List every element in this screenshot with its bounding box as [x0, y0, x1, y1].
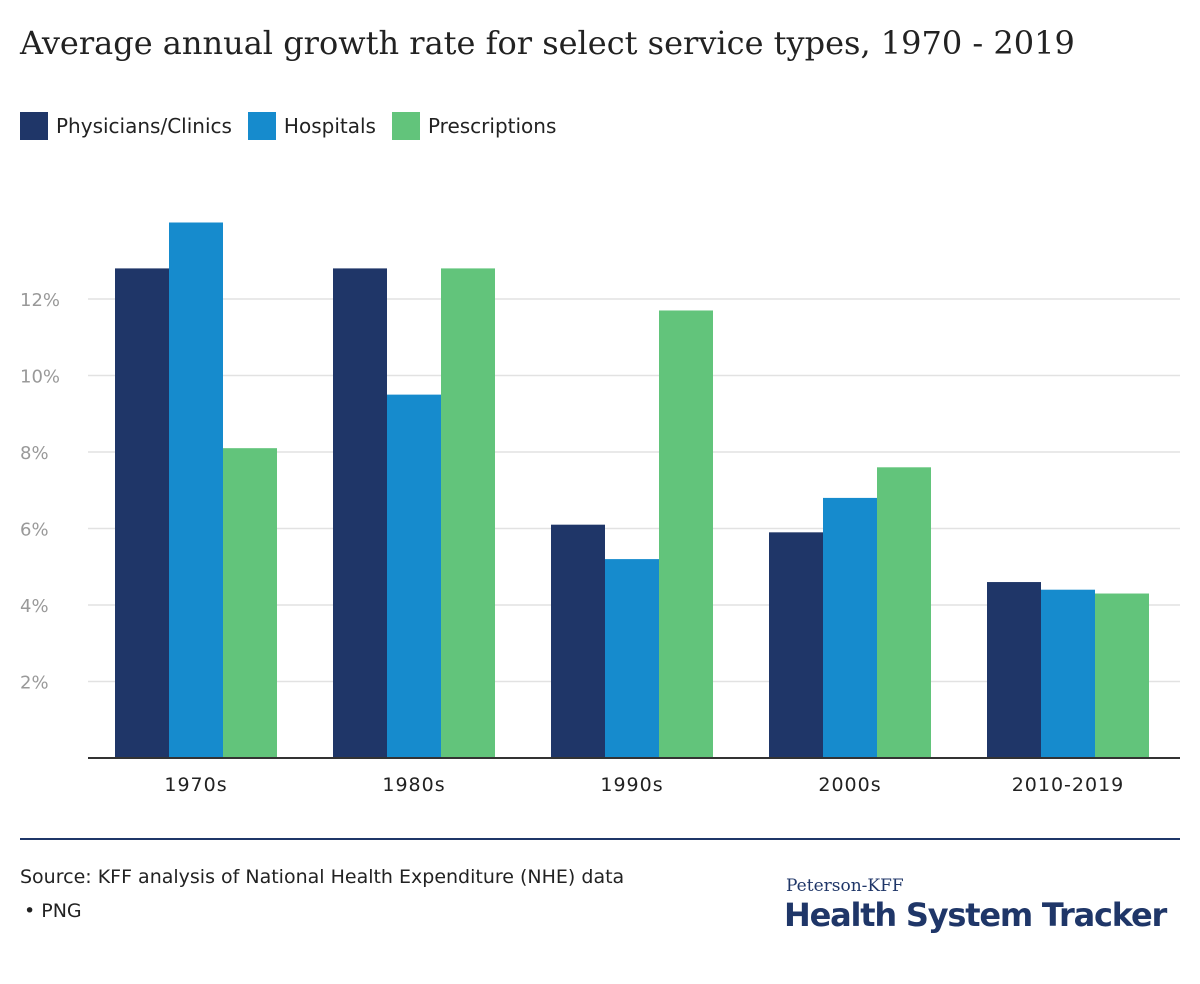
bar-physicians-clinics-2010-2019: [987, 582, 1041, 758]
bar-hospitals-2000s: [823, 497, 877, 758]
x-tick-label-1980s: 1980s: [382, 774, 445, 796]
x-tick-label-1990s: 1990s: [600, 774, 663, 796]
bar-hospitals-2010-2019: [1041, 589, 1095, 758]
bar-hospitals-1970s: [169, 222, 223, 758]
legend-label-hospitals: Hospitals: [283, 114, 376, 138]
footer-divider: [20, 838, 1180, 840]
y-tick-label-2: 2%: [20, 673, 49, 694]
y-tick-label-10: 10%: [20, 367, 60, 388]
bar-physicians-clinics-1970s: [115, 268, 169, 758]
bar-hospitals-1980s: [387, 394, 441, 758]
bar-prescriptions-1970s: [223, 448, 277, 758]
y-tick-label-8: 8%: [20, 443, 49, 464]
png-download-link[interactable]: • PNG: [24, 900, 82, 922]
x-tick-label-2000s: 2000s: [818, 774, 881, 796]
bar-physicians-clinics-1990s: [551, 524, 605, 758]
source-note: Source: KFF analysis of National Health …: [20, 866, 625, 888]
bar-physicians-clinics-2000s: [769, 532, 823, 758]
legend-label-prescriptions: Prescriptions: [427, 114, 557, 138]
legend-swatch-physicians: [20, 112, 48, 140]
brand-name-top: Peterson-KFF: [786, 876, 904, 896]
y-tick-label-4: 4%: [20, 596, 49, 617]
brand-logo-text: Health System Tracker: [784, 896, 1167, 934]
bar-prescriptions-1980s: [441, 268, 495, 758]
chart-title: Average annual growth rate for select se…: [20, 24, 1075, 62]
legend-item-physicians: Physicians/Clinics: [20, 112, 232, 140]
bar-prescriptions-1990s: [659, 310, 713, 758]
legend-swatch-hospitals: [247, 112, 276, 140]
legend-swatch-prescriptions: [391, 112, 420, 140]
bar-hospitals-1990s: [605, 559, 659, 758]
bar-prescriptions-2010-2019: [1095, 593, 1149, 758]
x-tick-label-2010-2019: 2010-2019: [1012, 774, 1125, 796]
legend-item-hospitals: Hospitals: [247, 112, 376, 140]
x-tick-label-1970s: 1970s: [164, 774, 227, 796]
bar-prescriptions-2000s: [877, 467, 931, 758]
bar-physicians-clinics-1980s: [333, 268, 387, 758]
legend-item-prescriptions: Prescriptions: [391, 112, 557, 140]
y-tick-label-6: 6%: [20, 520, 49, 541]
chart-legend: Physicians/Clinics Hospitals Prescriptio…: [20, 112, 572, 140]
y-tick-label-12: 12%: [20, 290, 60, 311]
legend-label-physicians: Physicians/Clinics: [56, 114, 232, 138]
